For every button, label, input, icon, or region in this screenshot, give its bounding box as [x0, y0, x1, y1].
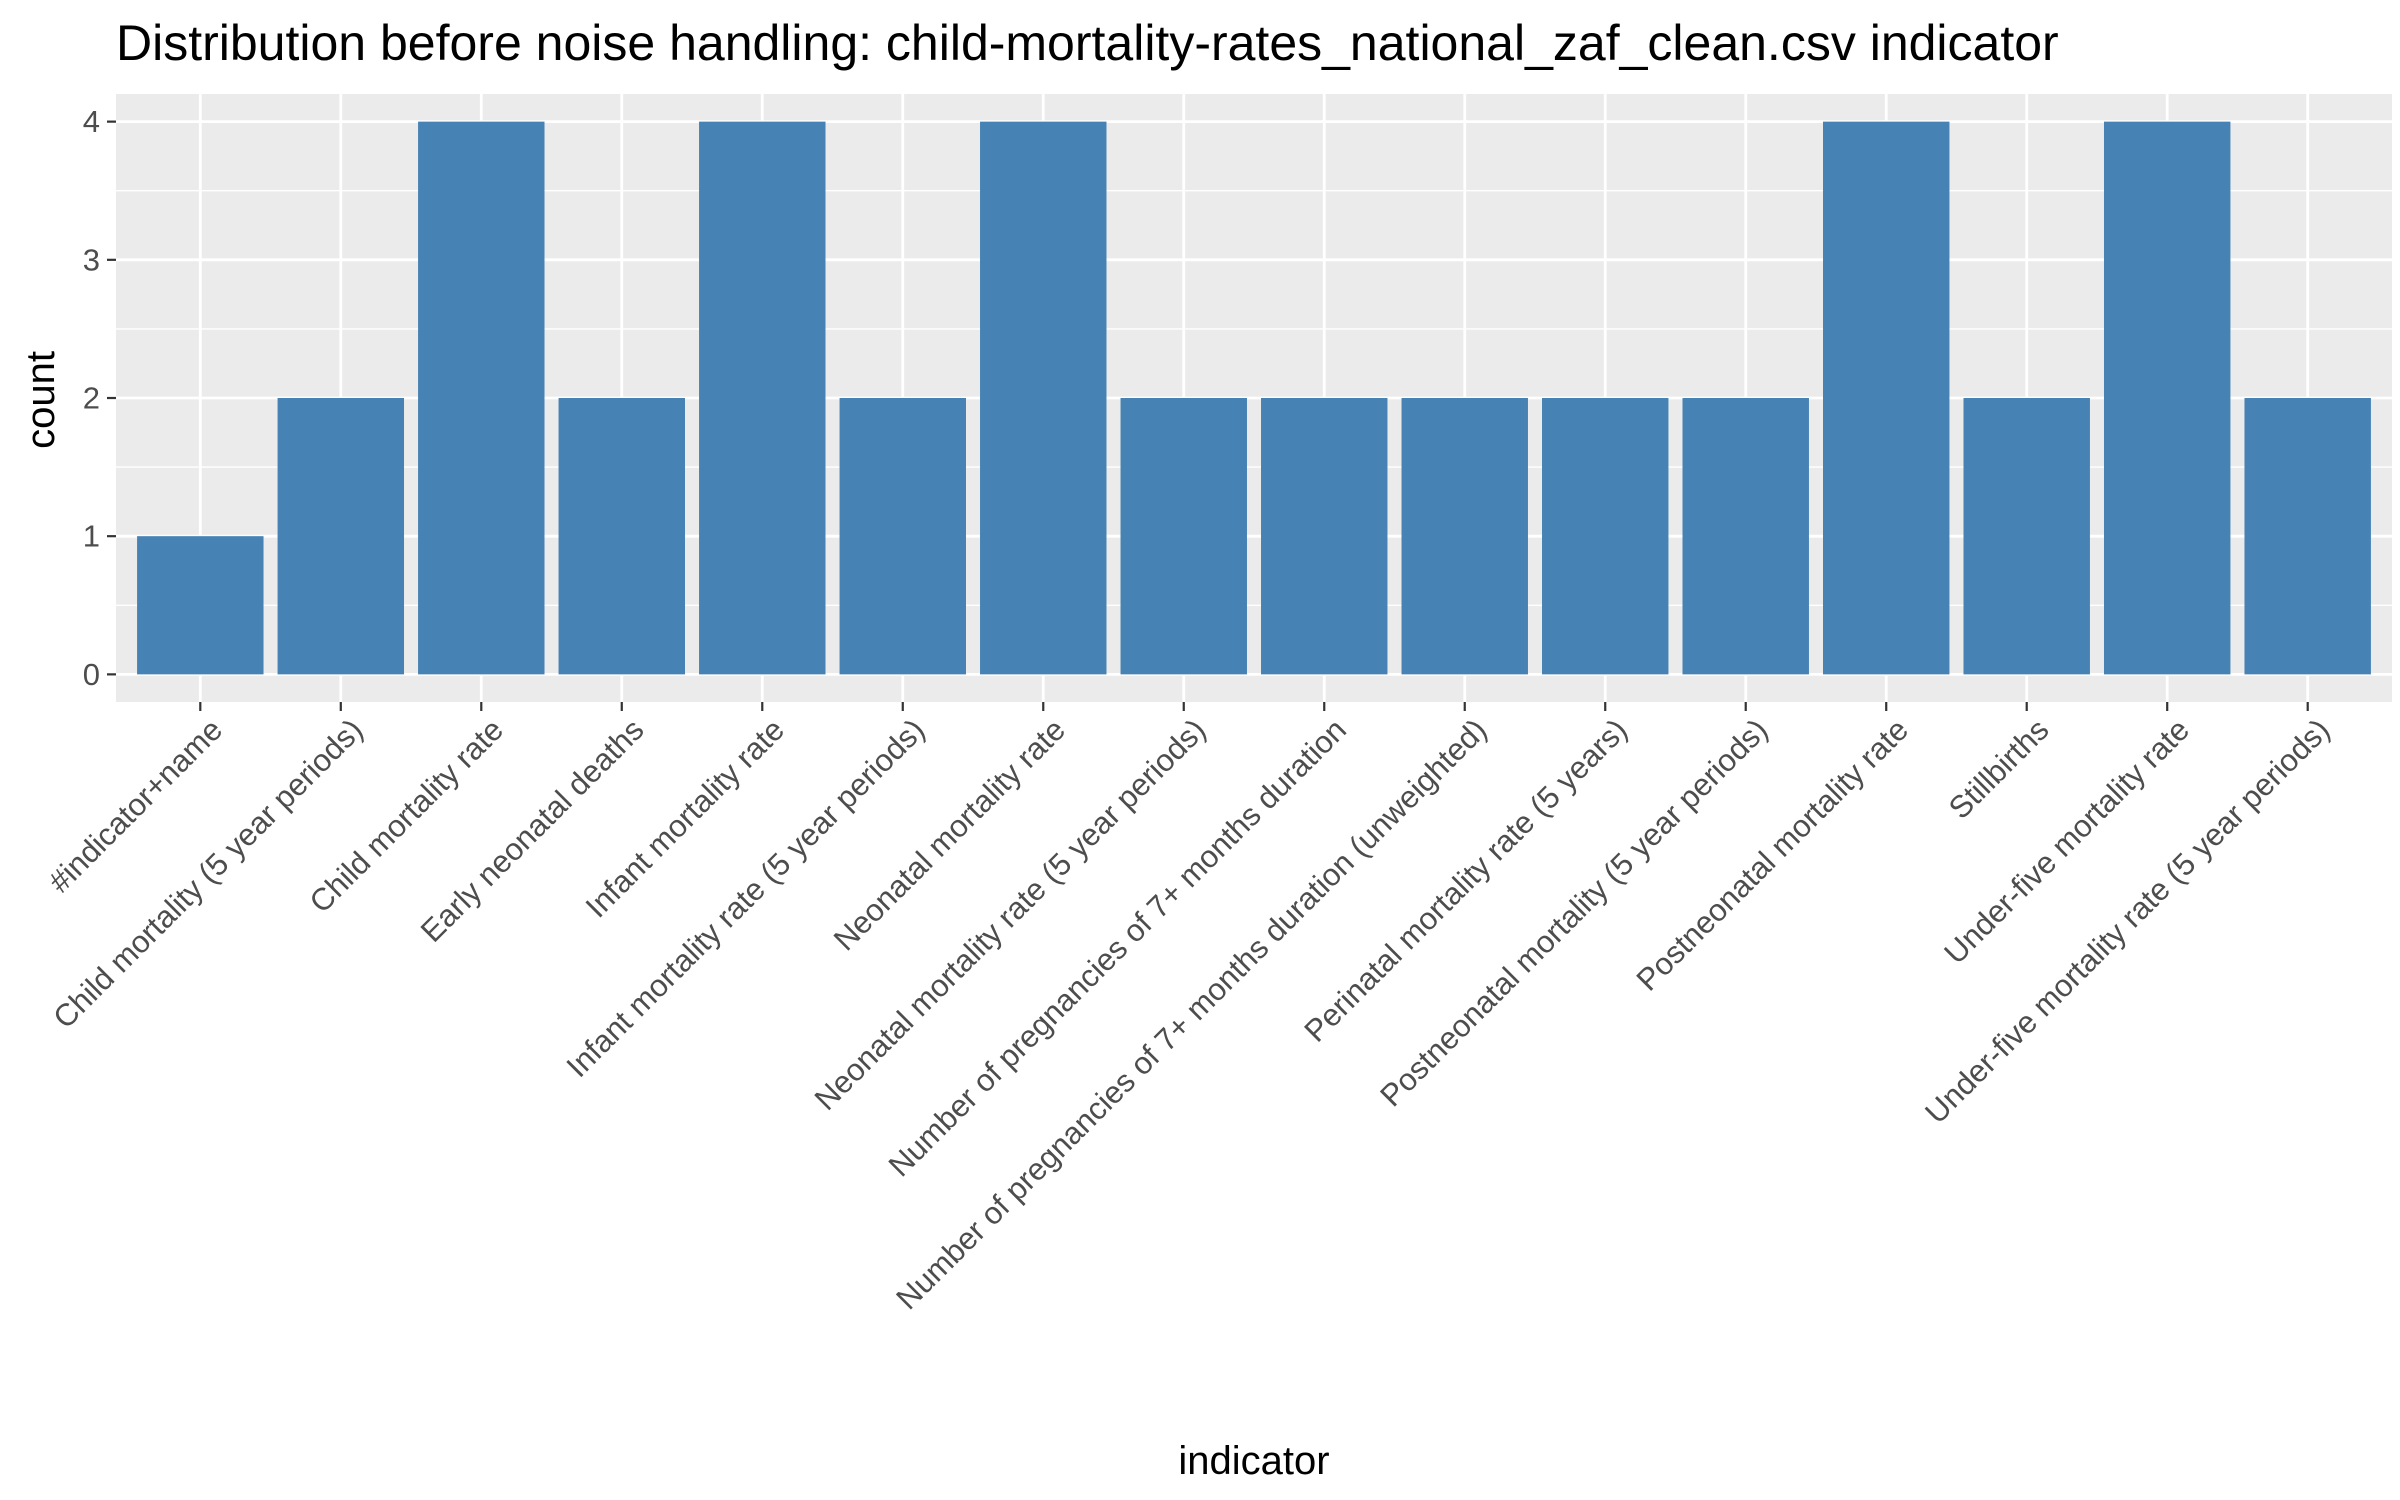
- bar: [277, 398, 405, 675]
- bar: [558, 398, 685, 675]
- bar: [1261, 398, 1388, 675]
- chart-title: Distribution before noise handling: chil…: [116, 15, 2059, 71]
- y-tick-label: 1: [83, 519, 100, 554]
- bar: [1542, 398, 1669, 675]
- bar: [1120, 398, 1247, 675]
- bar: [137, 536, 264, 675]
- bars: [137, 121, 2371, 675]
- bar: [1823, 121, 1950, 675]
- bar: [418, 121, 545, 675]
- bar: [699, 121, 826, 675]
- bar: [839, 398, 966, 675]
- x-tick-label: Under-five mortality rate: [1937, 712, 2196, 971]
- bar: [1682, 398, 1809, 675]
- bar: [1963, 398, 2090, 675]
- y-axis-title: count: [19, 351, 63, 449]
- bar: [980, 121, 1107, 675]
- bar: [2103, 121, 2231, 675]
- bar: [1401, 398, 1528, 675]
- bar: [2244, 398, 2371, 675]
- y-tick-label: 0: [83, 657, 100, 692]
- x-tick-label: Child mortality (5 year periods): [46, 712, 369, 1035]
- x-tick-label: Neonatal mortality rate: [827, 712, 1072, 957]
- x-tick-label: Postneonatal mortality rate: [1630, 712, 1915, 997]
- y-tick-label: 4: [83, 104, 100, 139]
- x-axis-title: indicator: [1178, 1439, 1329, 1483]
- y-tick-label: 2: [83, 381, 100, 416]
- y-axis: 0 1 2 3 4: [83, 104, 116, 692]
- x-tick-label: Stillbirths: [1942, 712, 2056, 826]
- y-tick-label: 3: [83, 242, 100, 277]
